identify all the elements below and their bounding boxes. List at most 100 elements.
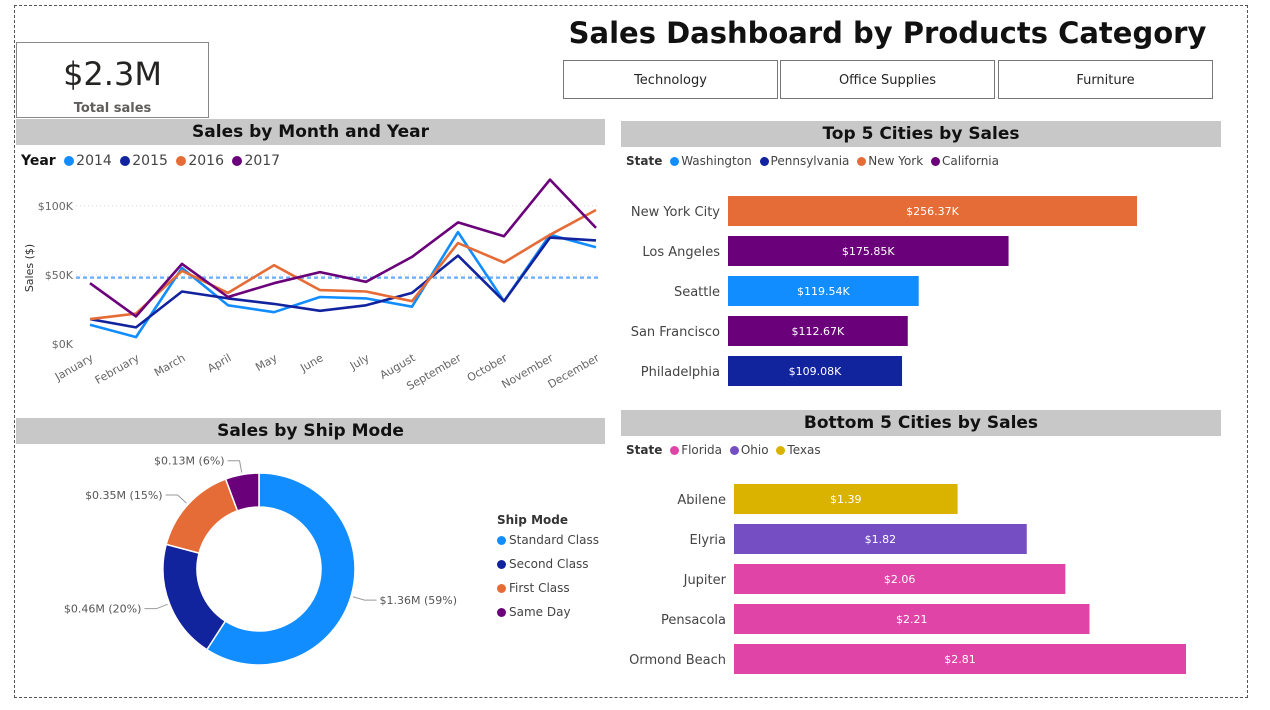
bottom5-bar-chart: Abilene $1.39 Elyria $1.82 Jupiter $2.06 Pensa… [629, 484, 1186, 674]
data-label: $1.39 [830, 493, 862, 506]
legend-item-2014[interactable]: 2014 [64, 153, 112, 169]
legend-item-standard-class[interactable]: Standard Class [497, 533, 599, 557]
y-tick-label: $0K [52, 338, 74, 351]
series-line-2017 [89, 178, 597, 318]
legend-dot-icon [497, 560, 506, 569]
legend-label-ohio: Ohio [740, 443, 769, 457]
bar-san-francisco [728, 316, 908, 346]
donut-leader-line [165, 494, 187, 504]
legend-item-texas[interactable]: Texas [776, 443, 821, 457]
legend-label-standard-class: Standard Class [509, 533, 599, 547]
legend-dot-icon [232, 156, 243, 166]
legend-dot-icon [176, 156, 187, 166]
top5-chart-title: Top 5 Cities by Sales [621, 121, 1221, 147]
donut-leader-line [227, 460, 243, 473]
legend-label-2015: 2015 [132, 153, 168, 169]
legend-dot-icon [857, 157, 867, 166]
legend-label-new-york: New York [868, 154, 924, 168]
legend-item-second-class[interactable]: Second Class [497, 557, 599, 581]
legend-label-2016: 2016 [188, 153, 224, 169]
x-tick-label: June [297, 351, 325, 375]
category-label: Jupiter [683, 573, 727, 588]
bar-ormond-beach [734, 644, 1186, 674]
legend-item-washington[interactable]: Washington [670, 154, 752, 168]
bar-philadelphia [728, 356, 903, 386]
bottom5-state-legend: State Florida Ohio Texas [626, 443, 825, 457]
legend-label-washington: Washington [681, 154, 752, 168]
year-legend-title: Year [21, 153, 56, 169]
data-label: $175.85K [842, 245, 895, 258]
legend-label-california: California [942, 154, 999, 168]
legend-label-texas: Texas [787, 443, 821, 457]
bar-los-angeles [728, 236, 1009, 266]
legend-item-same-day[interactable]: Same Day [497, 605, 599, 629]
legend-label-2017: 2017 [244, 153, 281, 169]
total-sales-card: $2.3M Total sales [16, 42, 209, 118]
donut-slice-first-class [165, 478, 239, 555]
bar-abilene [734, 484, 958, 514]
x-tick-label: May [253, 351, 280, 374]
legend-item-california[interactable]: California [931, 154, 999, 168]
slicer-furniture-button[interactable]: Furniture [998, 60, 1213, 99]
legend-label-florida: Florida [681, 443, 723, 457]
donut-data-label: $0.13M (6%) [154, 455, 225, 468]
legend-item-ohio[interactable]: Ohio [729, 443, 769, 457]
legend-dot-icon [64, 156, 75, 166]
legend-dot-icon [120, 156, 131, 166]
category-label: New York City [631, 205, 720, 220]
donut-data-label: $0.46M (20%) [64, 603, 142, 616]
legend-label-pennsylvania: Pennsylvania [770, 154, 850, 168]
legend-item-2015[interactable]: 2015 [120, 153, 168, 169]
donut-slice-same-day [224, 472, 260, 512]
data-label: $1.82 [865, 533, 897, 546]
legend-label-first-class: First Class [509, 581, 570, 595]
legend-item-2016[interactable]: 2016 [176, 153, 224, 169]
x-tick-label: January [52, 351, 96, 384]
category-label: Elyria [690, 533, 726, 548]
legend-dot-icon [670, 157, 680, 166]
total-sales-value: $2.3M [63, 55, 162, 93]
donut-slice-second-class [162, 543, 227, 651]
bottom5-legend-title: State [626, 443, 663, 457]
x-tick-label: November [499, 351, 555, 391]
data-label: $2.21 [896, 613, 928, 626]
dashboard-frame [14, 5, 1248, 698]
legend-item-new-york[interactable]: New York [857, 154, 923, 168]
legend-dot-icon [497, 584, 506, 593]
page-title: Sales Dashboard by Products Category [568, 16, 1207, 50]
bar-seattle [728, 276, 919, 306]
legend-item-pennsylvania[interactable]: Pennsylvania [759, 154, 850, 168]
x-tick-label: April [205, 351, 233, 375]
donut-chart-title: Sales by Ship Mode [16, 418, 605, 444]
legend-dot-icon [670, 446, 680, 455]
series-line-2015 [89, 236, 597, 329]
legend-label-2014: 2014 [76, 153, 112, 169]
top5-legend-title: State [626, 154, 663, 168]
x-tick-label: March [152, 351, 188, 379]
legend-item-2017[interactable]: 2017 [232, 153, 280, 169]
donut-data-label: $1.36M (59%) [380, 594, 458, 607]
slicer-technology-button[interactable]: Technology [563, 60, 778, 99]
donut-leader-line [144, 603, 168, 610]
legend-dot-icon [729, 446, 739, 455]
category-label: Philadelphia [641, 365, 720, 380]
legend-dot-icon [497, 536, 506, 545]
data-label: $109.08K [789, 365, 842, 378]
y-tick-label: $50K [45, 269, 74, 282]
top5-state-legend: State Washington Pennsylvania New York C… [626, 154, 1003, 168]
total-sales-label: Total sales [73, 101, 152, 116]
legend-item-first-class[interactable]: First Class [497, 581, 599, 605]
slicer-office-supplies-button[interactable]: Office Supplies [780, 60, 995, 99]
legend-dot-icon [497, 608, 506, 617]
legend-item-florida[interactable]: Florida [670, 443, 722, 457]
y-axis-label: Sales ($) [23, 244, 36, 292]
donut-slice-standard-class [205, 472, 356, 666]
category-label: San Francisco [631, 325, 720, 340]
x-tick-label: July [347, 351, 372, 373]
ship-mode-legend-title: Ship Mode [497, 513, 568, 527]
x-tick-label: December [546, 351, 602, 391]
donut-leader-line [352, 596, 377, 601]
data-label: $112.67K [792, 325, 845, 338]
ship-mode-legend: Ship Mode Standard Class Second Class Fi… [497, 513, 599, 629]
